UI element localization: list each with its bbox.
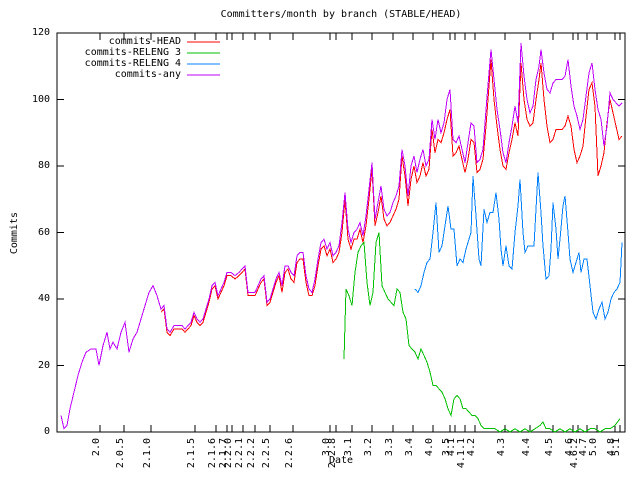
legend-label-commits-releng-3: commits-RELENG 3 <box>84 47 181 58</box>
x-tick-label: 4.5 <box>544 438 555 457</box>
legend-label-commits-head: commits-HEAD <box>108 36 181 47</box>
x-tick-label: 4.2 <box>466 438 477 457</box>
x-tick-label: 4.4 <box>521 438 532 457</box>
x-tick-label: 5.0 <box>588 438 599 457</box>
x-tick-label: 4.0 <box>424 438 435 457</box>
x-tick-label: 2.2.2 <box>246 438 257 469</box>
x-tick-label: 4.3 <box>496 438 507 457</box>
x-tick-label: 3.2 <box>363 438 374 457</box>
legend-label-commits-any: commits-any <box>114 69 181 80</box>
chart-title: Committers/month by branch (STABLE/HEAD) <box>220 9 462 20</box>
x-axis-label: Date <box>328 455 354 466</box>
x-tick-label: 2.2.1 <box>234 438 245 469</box>
y-tick-label: 120 <box>31 27 50 38</box>
x-tick-label: 2.2.8 <box>327 438 338 469</box>
legend-label-commits-releng-4: commits-RELENG 4 <box>84 58 181 69</box>
x-tick-label: 2.0 <box>91 438 102 457</box>
series-line-commits-releng-4 <box>414 172 623 321</box>
y-tick-label: 40 <box>37 293 50 304</box>
y-tick-label: 100 <box>31 93 50 105</box>
y-tick-label: 60 <box>37 226 50 238</box>
series-line-commits-releng-3 <box>343 232 621 433</box>
series-line-commits-head <box>160 59 623 337</box>
x-tick-label: 2.2.6 <box>284 438 295 469</box>
x-tick-label: 3.1 <box>343 438 354 457</box>
x-tick-label: 2.1.0 <box>142 438 153 469</box>
y-tick-label: 0 <box>43 426 50 437</box>
x-tick-label: 3.3 <box>384 438 395 457</box>
y-tick-label: 20 <box>37 359 50 371</box>
series-line-commits-any <box>60 42 623 430</box>
x-tick-label: 2.0.5 <box>115 438 126 469</box>
x-tick-label: 2.2.5 <box>261 438 272 469</box>
x-tick-label: 2.1.5 <box>186 438 197 469</box>
x-tick-label: 5.1 <box>611 438 622 457</box>
y-tick-label: 80 <box>37 160 50 171</box>
x-tick-label: 3.4 <box>404 438 415 457</box>
